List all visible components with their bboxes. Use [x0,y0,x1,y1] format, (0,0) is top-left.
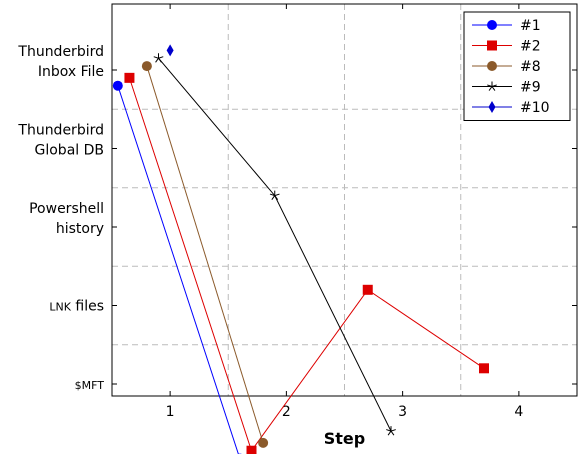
data-point [112,80,123,91]
y-tick-label: Inbox File [38,64,104,80]
legend-item: #1 [472,18,541,34]
legend-label: #1 [520,18,541,34]
y-tick-label: $MFT [75,379,105,392]
x-tick-label: 2 [282,404,291,420]
x-tick-label: 1 [166,404,175,420]
data-point [166,44,174,57]
series-8 [141,61,269,448]
y-tick-label: Thunderbird [17,44,104,60]
series-line [158,57,392,432]
legend-item: #8 [472,59,541,75]
series-line [146,65,264,444]
series-layer [112,44,489,454]
legend-marker [487,61,497,71]
legend: #1 #2 #8 #9 #10 [463,11,571,121]
y-tick-label: Global DB [35,143,105,159]
legend-marker [487,40,497,51]
data-point [153,53,164,63]
axes: 1 2 3 4 Step Thunderbird Inbox File Thunderbird… [17,3,578,448]
x-tick-label: 3 [398,404,407,420]
data-point [141,61,152,72]
legend-label: #8 [520,59,541,75]
x-tick-label: 4 [514,404,523,420]
legend-marker [487,20,497,30]
data-point [246,445,257,454]
grid [112,4,577,396]
legend-item: #2 [472,39,541,55]
legend-marker [487,81,497,91]
series-line [117,85,239,454]
data-point [362,284,373,295]
data-point [258,437,269,448]
legend-label: #10 [520,100,550,116]
plot-frame [111,3,578,397]
legend-label: #9 [520,80,541,96]
legend-marker [488,101,496,113]
y-tick-label: Thunderbird [17,123,104,139]
legend-item: #9 [472,80,541,96]
data-point [479,363,489,374]
data-point [386,426,396,436]
legend-label: #2 [520,39,541,55]
data-point [269,190,280,200]
x-axis-label: Step [324,429,365,448]
series-10 [166,44,174,57]
series-2 [124,72,489,454]
y-tick-label: history [56,221,104,237]
series-9 [153,53,396,436]
series-line [128,77,485,452]
y-tick-label: LNK files [49,299,104,315]
legend-item: #10 [472,100,550,116]
y-tick-label: Powershell [29,201,104,217]
data-point [124,72,135,83]
